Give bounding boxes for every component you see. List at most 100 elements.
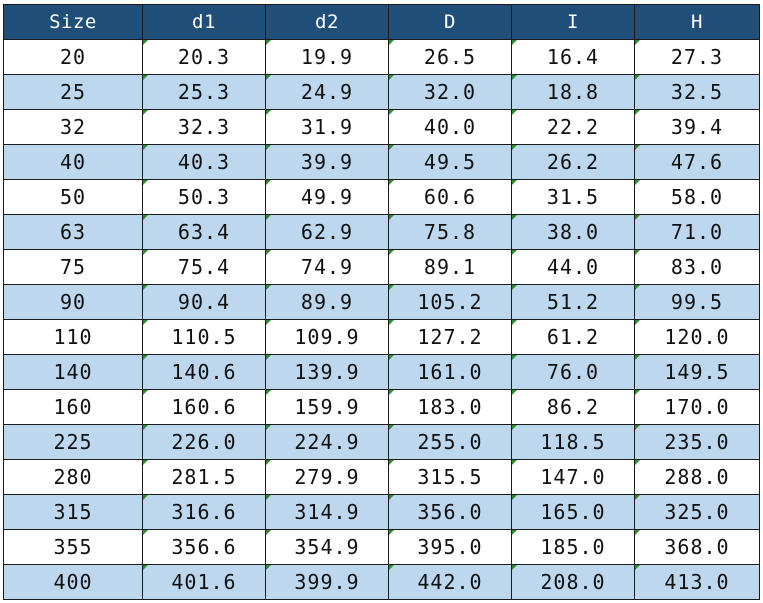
header-cell-H[interactable]: H <box>634 4 760 40</box>
cell-D[interactable]: 161.0 <box>388 354 512 390</box>
cell-d2[interactable]: 139.9 <box>265 354 389 390</box>
cell-D[interactable]: 32.0 <box>388 74 512 110</box>
cell-D[interactable]: 89.1 <box>388 249 512 285</box>
cell-H[interactable]: 58.0 <box>634 179 760 215</box>
cell-H[interactable]: 368.0 <box>634 529 760 565</box>
cell-H[interactable]: 83.0 <box>634 249 760 285</box>
cell-D[interactable]: 255.0 <box>388 424 512 460</box>
cell-d1[interactable]: 316.6 <box>142 494 266 530</box>
cell-I[interactable]: 165.0 <box>511 494 635 530</box>
cell-D[interactable]: 26.5 <box>388 39 512 75</box>
cell-d2[interactable]: 19.9 <box>265 39 389 75</box>
cell-I[interactable]: 18.8 <box>511 74 635 110</box>
cell-H[interactable]: 413.0 <box>634 564 760 600</box>
cell-d1[interactable]: 226.0 <box>142 424 266 460</box>
cell-size[interactable]: 160 <box>3 389 143 425</box>
cell-d2[interactable]: 39.9 <box>265 144 389 180</box>
cell-I[interactable]: 16.4 <box>511 39 635 75</box>
cell-size[interactable]: 40 <box>3 144 143 180</box>
cell-I[interactable]: 26.2 <box>511 144 635 180</box>
cell-D[interactable]: 442.0 <box>388 564 512 600</box>
cell-H[interactable]: 120.0 <box>634 319 760 355</box>
cell-size[interactable]: 50 <box>3 179 143 215</box>
cell-I[interactable]: 51.2 <box>511 284 635 320</box>
cell-I[interactable]: 38.0 <box>511 214 635 250</box>
cell-d1[interactable]: 90.4 <box>142 284 266 320</box>
cell-size[interactable]: 20 <box>3 39 143 75</box>
cell-I[interactable]: 44.0 <box>511 249 635 285</box>
cell-d1[interactable]: 40.3 <box>142 144 266 180</box>
cell-d2[interactable]: 399.9 <box>265 564 389 600</box>
header-cell-d2[interactable]: d2 <box>265 4 389 40</box>
cell-size[interactable]: 400 <box>3 564 143 600</box>
cell-d1[interactable]: 281.5 <box>142 459 266 495</box>
cell-d2[interactable]: 49.9 <box>265 179 389 215</box>
cell-H[interactable]: 39.4 <box>634 109 760 145</box>
cell-d1[interactable]: 160.6 <box>142 389 266 425</box>
cell-d2[interactable]: 62.9 <box>265 214 389 250</box>
cell-I[interactable]: 76.0 <box>511 354 635 390</box>
cell-H[interactable]: 71.0 <box>634 214 760 250</box>
cell-D[interactable]: 105.2 <box>388 284 512 320</box>
cell-D[interactable]: 395.0 <box>388 529 512 565</box>
cell-I[interactable]: 208.0 <box>511 564 635 600</box>
cell-size[interactable]: 25 <box>3 74 143 110</box>
header-cell-size[interactable]: Size <box>3 4 143 40</box>
cell-d1[interactable]: 50.3 <box>142 179 266 215</box>
cell-D[interactable]: 356.0 <box>388 494 512 530</box>
cell-H[interactable]: 288.0 <box>634 459 760 495</box>
cell-I[interactable]: 86.2 <box>511 389 635 425</box>
cell-size[interactable]: 75 <box>3 249 143 285</box>
cell-H[interactable]: 27.3 <box>634 39 760 75</box>
cell-d1[interactable]: 32.3 <box>142 109 266 145</box>
cell-size[interactable]: 90 <box>3 284 143 320</box>
cell-d1[interactable]: 25.3 <box>142 74 266 110</box>
cell-D[interactable]: 60.6 <box>388 179 512 215</box>
cell-D[interactable]: 127.2 <box>388 319 512 355</box>
cell-I[interactable]: 147.0 <box>511 459 635 495</box>
cell-I[interactable]: 22.2 <box>511 109 635 145</box>
cell-H[interactable]: 170.0 <box>634 389 760 425</box>
cell-d2[interactable]: 159.9 <box>265 389 389 425</box>
cell-D[interactable]: 75.8 <box>388 214 512 250</box>
cell-D[interactable]: 315.5 <box>388 459 512 495</box>
cell-d2[interactable]: 74.9 <box>265 249 389 285</box>
cell-d1[interactable]: 63.4 <box>142 214 266 250</box>
cell-H[interactable]: 325.0 <box>634 494 760 530</box>
cell-I[interactable]: 31.5 <box>511 179 635 215</box>
cell-d2[interactable]: 279.9 <box>265 459 389 495</box>
cell-D[interactable]: 40.0 <box>388 109 512 145</box>
cell-d1[interactable]: 356.6 <box>142 529 266 565</box>
header-cell-I[interactable]: I <box>511 4 635 40</box>
cell-d2[interactable]: 109.9 <box>265 319 389 355</box>
cell-d1[interactable]: 140.6 <box>142 354 266 390</box>
cell-H[interactable]: 149.5 <box>634 354 760 390</box>
cell-H[interactable]: 235.0 <box>634 424 760 460</box>
cell-I[interactable]: 185.0 <box>511 529 635 565</box>
cell-size[interactable]: 140 <box>3 354 143 390</box>
cell-D[interactable]: 49.5 <box>388 144 512 180</box>
cell-d2[interactable]: 24.9 <box>265 74 389 110</box>
cell-d2[interactable]: 354.9 <box>265 529 389 565</box>
cell-size[interactable]: 32 <box>3 109 143 145</box>
cell-I[interactable]: 118.5 <box>511 424 635 460</box>
cell-d2[interactable]: 224.9 <box>265 424 389 460</box>
cell-d1[interactable]: 20.3 <box>142 39 266 75</box>
cell-size[interactable]: 355 <box>3 529 143 565</box>
cell-size[interactable]: 280 <box>3 459 143 495</box>
cell-H[interactable]: 47.6 <box>634 144 760 180</box>
cell-d1[interactable]: 110.5 <box>142 319 266 355</box>
cell-d2[interactable]: 89.9 <box>265 284 389 320</box>
cell-d1[interactable]: 401.6 <box>142 564 266 600</box>
cell-H[interactable]: 99.5 <box>634 284 760 320</box>
cell-size[interactable]: 110 <box>3 319 143 355</box>
header-cell-d1[interactable]: d1 <box>142 4 266 40</box>
cell-H[interactable]: 32.5 <box>634 74 760 110</box>
cell-I[interactable]: 61.2 <box>511 319 635 355</box>
cell-size[interactable]: 225 <box>3 424 143 460</box>
cell-d2[interactable]: 314.9 <box>265 494 389 530</box>
cell-size[interactable]: 315 <box>3 494 143 530</box>
cell-d2[interactable]: 31.9 <box>265 109 389 145</box>
cell-D[interactable]: 183.0 <box>388 389 512 425</box>
cell-size[interactable]: 63 <box>3 214 143 250</box>
